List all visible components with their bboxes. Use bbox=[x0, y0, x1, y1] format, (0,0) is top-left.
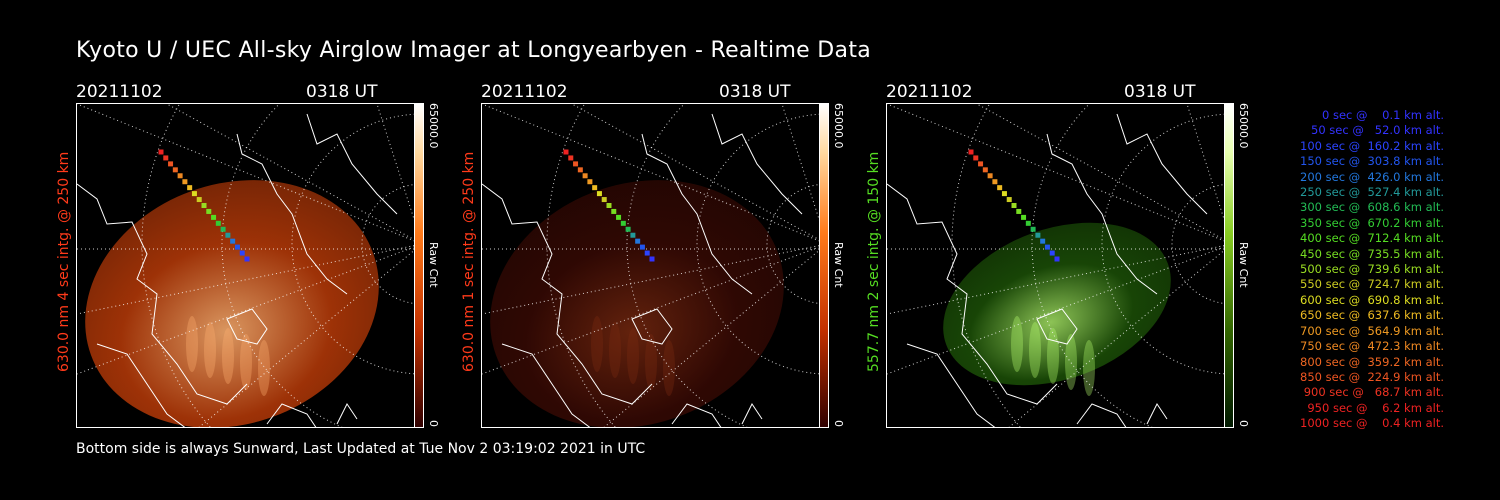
trajectory-legend: 0 sec @ 0.1 km alt. 50 sec @ 52.0 km alt.… bbox=[1262, 108, 1444, 432]
legend-row: 50 sec @ 52.0 km alt. bbox=[1311, 123, 1444, 138]
legend-row: 550 sec @ 724.7 km alt. bbox=[1300, 277, 1444, 292]
panel-2-cbar-min: 0 bbox=[832, 420, 845, 427]
panel-1-colorbar bbox=[414, 103, 424, 428]
legend-row: 500 sec @ 739.6 km alt. bbox=[1300, 262, 1444, 277]
panel-3-cbar-label: Raw Cnt bbox=[1237, 242, 1250, 288]
legend-row: 1000 sec @ 0.4 km alt. bbox=[1300, 416, 1444, 431]
panel-1-date: 20211102 bbox=[76, 82, 163, 102]
legend-row: 0 sec @ 0.1 km alt. bbox=[1321, 108, 1444, 122]
footer-note: Bottom side is always Sunward, Last Upda… bbox=[76, 441, 646, 457]
legend-row: 800 sec @ 359.2 km alt. bbox=[1300, 354, 1444, 369]
legend-row: 400 sec @ 712.4 km alt. bbox=[1300, 231, 1444, 246]
panel-1-image bbox=[76, 103, 423, 428]
panel-1-ylabel: 630.0 nm 4 sec intg. @ 250 km bbox=[56, 151, 72, 372]
panel-3-cbar-min: 0 bbox=[1237, 420, 1250, 427]
panel-2-cbar-max: 65000.0 bbox=[832, 103, 845, 149]
panel-2-colorbar bbox=[819, 103, 829, 428]
legend-row: 750 sec @ 472.3 km alt. bbox=[1300, 339, 1444, 354]
panel-3-image bbox=[886, 103, 1233, 428]
legend-row: 200 sec @ 426.0 km alt. bbox=[1300, 169, 1444, 184]
panel-3-colorbar bbox=[1224, 103, 1234, 428]
legend-row: 650 sec @ 637.6 km alt. bbox=[1300, 308, 1444, 323]
legend-row: 150 sec @ 303.8 km alt. bbox=[1300, 154, 1444, 169]
panel-2-date: 20211102 bbox=[481, 82, 568, 102]
panel-1-cbar-label: Raw Cnt bbox=[427, 242, 440, 288]
panel-3-date: 20211102 bbox=[886, 82, 973, 102]
panel-2-cbar-label: Raw Cnt bbox=[832, 242, 845, 288]
page-title: Kyoto U / UEC All-sky Airglow Imager at … bbox=[76, 38, 872, 63]
legend-row: 100 sec @ 160.2 km alt. bbox=[1300, 138, 1444, 153]
panel-1-time: 0318 UT bbox=[306, 82, 378, 102]
panel-2-svg bbox=[482, 104, 827, 427]
panel-3-cbar-max: 65000.0 bbox=[1237, 103, 1250, 149]
legend-row: 300 sec @ 608.6 km alt. bbox=[1300, 200, 1444, 215]
legend-row: 900 sec @ 68.7 km alt. bbox=[1303, 385, 1444, 400]
legend-row: 950 sec @ 6.2 km alt. bbox=[1307, 400, 1444, 415]
panel-3-svg bbox=[887, 104, 1232, 427]
panel-2-time: 0318 UT bbox=[719, 82, 791, 102]
legend-row: 700 sec @ 564.9 km alt. bbox=[1300, 323, 1444, 338]
panel-1-cbar-min: 0 bbox=[427, 420, 440, 427]
legend-row: 850 sec @ 224.9 km alt. bbox=[1300, 369, 1444, 384]
legend-row: 600 sec @ 690.8 km alt. bbox=[1300, 292, 1444, 307]
panel-1-svg bbox=[77, 104, 422, 427]
legend-row: 350 sec @ 670.2 km alt. bbox=[1300, 215, 1444, 230]
legend-row: 250 sec @ 527.4 km alt. bbox=[1300, 185, 1444, 200]
panel-2-ylabel: 630.0 nm 1 sec intg. @ 250 km bbox=[461, 151, 477, 372]
panel-3-time: 0318 UT bbox=[1124, 82, 1196, 102]
panel-3-ylabel: 557.7 nm 2 sec intg. @ 150 km bbox=[866, 151, 882, 372]
legend-row: 450 sec @ 735.5 km alt. bbox=[1300, 246, 1444, 261]
panel-1-cbar-max: 65000.0 bbox=[427, 103, 440, 149]
panel-2-image bbox=[481, 103, 828, 428]
